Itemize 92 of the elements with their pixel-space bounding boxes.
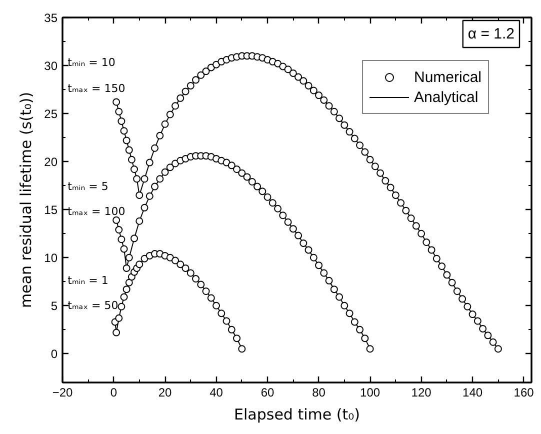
legend-label: Numerical xyxy=(414,68,482,86)
point xyxy=(161,168,169,176)
point xyxy=(120,293,128,301)
annotation: tₘₐₓ = 50 xyxy=(68,299,118,312)
y-tick-label: 10 xyxy=(44,251,58,266)
point xyxy=(248,178,256,186)
point xyxy=(264,193,272,201)
point xyxy=(268,199,276,207)
y-tick-label: 30 xyxy=(44,59,58,74)
point xyxy=(120,245,128,253)
point xyxy=(222,317,230,325)
x-tick-label: 140 xyxy=(462,386,483,400)
point xyxy=(151,182,159,190)
point xyxy=(258,188,266,196)
point xyxy=(254,182,262,190)
y-tick-label: 0 xyxy=(50,347,58,362)
y-tick-label: 20 xyxy=(44,155,58,170)
annotation: tₘᵢₙ = 10 xyxy=(68,56,116,70)
point xyxy=(146,192,154,200)
point xyxy=(197,280,205,288)
point xyxy=(115,226,123,234)
point xyxy=(140,204,148,212)
x-tick-label: 100 xyxy=(360,386,380,400)
point xyxy=(233,334,241,342)
point xyxy=(284,218,292,226)
point xyxy=(289,225,297,233)
point xyxy=(279,212,287,220)
point xyxy=(320,269,328,277)
point xyxy=(115,314,123,322)
point xyxy=(243,173,251,181)
point xyxy=(122,264,130,272)
point xyxy=(315,262,323,270)
point xyxy=(118,236,126,244)
point xyxy=(207,294,215,302)
point xyxy=(122,286,130,294)
point xyxy=(130,234,138,242)
point xyxy=(228,326,236,334)
point xyxy=(212,302,220,310)
x-tick-label: 60 xyxy=(260,386,275,400)
point xyxy=(156,175,164,183)
annotation: tₘₐₓ = 150 xyxy=(68,82,126,96)
point xyxy=(233,166,241,174)
point xyxy=(300,239,308,247)
point xyxy=(182,264,190,272)
x-tick-label: −20 xyxy=(52,386,74,400)
x-tick-label: 80 xyxy=(312,386,326,400)
y-axis-title: mean residual lifetime (s(t₀)) xyxy=(17,92,36,308)
point xyxy=(176,260,184,268)
point xyxy=(228,162,236,170)
point xyxy=(118,302,126,310)
y-tick-label: 35 xyxy=(44,11,58,25)
point xyxy=(274,204,282,212)
point xyxy=(325,276,333,284)
point xyxy=(356,326,364,334)
x-tick-label: 20 xyxy=(158,386,172,400)
point xyxy=(202,288,210,295)
point xyxy=(361,334,369,342)
point xyxy=(294,232,302,240)
y-tick-label: 15 xyxy=(44,203,58,218)
x-axis-title: Elapsed time (t₀) xyxy=(234,406,360,424)
point xyxy=(166,164,174,172)
point xyxy=(125,278,133,286)
point xyxy=(192,275,200,283)
point xyxy=(112,216,120,224)
point xyxy=(346,310,354,318)
annotation: tₘᵢₙ = 5 xyxy=(68,180,108,194)
annotation: α = 1.2 xyxy=(468,26,515,42)
point xyxy=(350,318,358,326)
x-tick-label: 40 xyxy=(210,386,224,400)
point xyxy=(125,254,133,262)
annotation: tₘₐₓ = 100 xyxy=(68,205,126,218)
point xyxy=(330,286,338,294)
point xyxy=(136,217,144,225)
point xyxy=(336,293,344,301)
point xyxy=(218,310,226,318)
x-tick-label: 120 xyxy=(411,386,432,400)
point xyxy=(172,256,180,264)
point xyxy=(310,254,318,262)
point xyxy=(112,328,120,336)
point xyxy=(136,260,144,268)
x-tick-label: 160 xyxy=(514,386,534,400)
point xyxy=(366,345,374,353)
point xyxy=(304,246,312,254)
legend-label: Analytical xyxy=(414,88,478,106)
point xyxy=(238,345,246,353)
point xyxy=(186,269,194,277)
x-tick-label: 0 xyxy=(110,386,118,400)
y-tick-label: 25 xyxy=(44,107,58,122)
point xyxy=(340,302,348,310)
y-tick-label: 5 xyxy=(50,299,58,314)
annotation: tₘᵢₙ = 1 xyxy=(68,274,108,288)
point xyxy=(238,169,246,177)
